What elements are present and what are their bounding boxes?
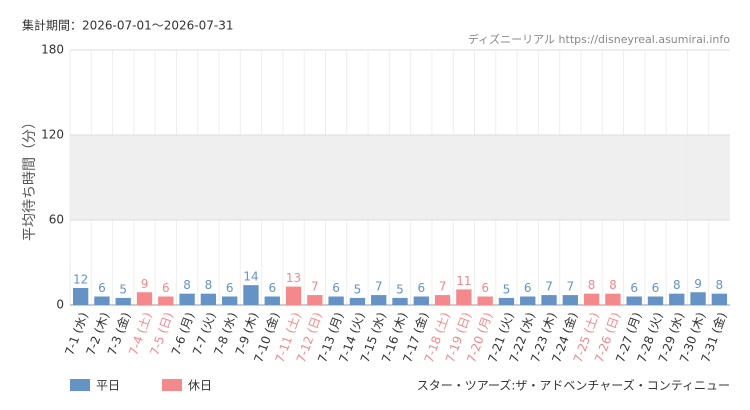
value-label: 5 xyxy=(503,282,511,296)
value-label: 6 xyxy=(524,281,532,295)
value-label: 7 xyxy=(311,280,319,294)
bar xyxy=(222,296,238,305)
value-label: 6 xyxy=(226,281,234,295)
legend-label: 休日 xyxy=(188,379,212,393)
bar xyxy=(456,289,472,305)
bar xyxy=(562,295,578,305)
value-label: 5 xyxy=(396,282,404,296)
value-label: 6 xyxy=(98,281,106,295)
bar xyxy=(158,296,174,305)
value-label: 6 xyxy=(332,281,340,295)
value-label: 9 xyxy=(141,277,149,291)
bar xyxy=(520,296,536,305)
value-label: 7 xyxy=(567,280,575,294)
bar xyxy=(349,297,366,305)
value-label: 6 xyxy=(630,281,638,295)
bar xyxy=(498,297,515,305)
legend-swatch xyxy=(70,379,90,391)
source: ディズニーリアル https://disneyreal.asumirai.inf… xyxy=(468,32,730,46)
bar xyxy=(647,296,664,305)
value-label: 7 xyxy=(439,280,447,294)
bar xyxy=(541,295,557,305)
bar xyxy=(136,292,153,305)
value-label: 5 xyxy=(119,282,127,296)
value-label: 6 xyxy=(652,281,660,295)
bar xyxy=(285,286,302,305)
grid-band xyxy=(70,135,730,220)
value-label: 8 xyxy=(205,278,213,292)
bar xyxy=(72,288,89,305)
bar xyxy=(669,293,685,305)
value-label: 7 xyxy=(545,280,553,294)
legend-label: 平日 xyxy=(96,379,120,393)
value-label: 8 xyxy=(183,278,191,292)
value-label: 9 xyxy=(694,277,702,291)
bar xyxy=(328,296,344,305)
bar xyxy=(413,296,429,305)
value-label: 11 xyxy=(456,274,471,288)
bar xyxy=(179,293,195,305)
value-label: 6 xyxy=(162,281,170,295)
bar xyxy=(243,285,259,305)
value-label: 14 xyxy=(243,270,258,284)
y-tick-label: 60 xyxy=(49,213,64,227)
value-label: 8 xyxy=(716,278,724,292)
chart-title: 集計期間：2026-07-01〜2026-07-31 xyxy=(22,18,233,33)
value-label: 6 xyxy=(481,281,489,295)
bar xyxy=(392,297,408,305)
value-label: 5 xyxy=(354,282,362,296)
y-tick-label: 0 xyxy=(56,298,64,312)
bar xyxy=(583,293,600,305)
bar xyxy=(307,295,323,305)
bar xyxy=(605,293,621,305)
bar xyxy=(626,296,642,305)
y-tick-label: 180 xyxy=(41,43,64,57)
bar xyxy=(371,295,387,305)
bar xyxy=(690,292,706,305)
bar xyxy=(711,293,728,305)
value-label: 12 xyxy=(73,273,88,287)
value-label: 8 xyxy=(609,278,617,292)
y-tick-label: 120 xyxy=(41,128,64,142)
bar xyxy=(115,297,131,305)
value-label: 6 xyxy=(417,281,425,295)
value-label: 13 xyxy=(286,271,301,285)
bar xyxy=(434,295,451,305)
bar xyxy=(200,293,217,305)
bar xyxy=(94,296,110,305)
subtitle: スター・ツアーズ:ザ・アドベンチャーズ・コンティニュー xyxy=(417,378,730,393)
bar xyxy=(264,296,280,305)
legend-swatch xyxy=(162,379,182,391)
y-axis-label: 平均待ち時間（分） xyxy=(22,115,38,241)
value-label: 8 xyxy=(673,278,681,292)
bar xyxy=(477,296,493,305)
value-label: 6 xyxy=(268,281,276,295)
value-label: 7 xyxy=(375,280,383,294)
value-label: 8 xyxy=(588,278,596,292)
